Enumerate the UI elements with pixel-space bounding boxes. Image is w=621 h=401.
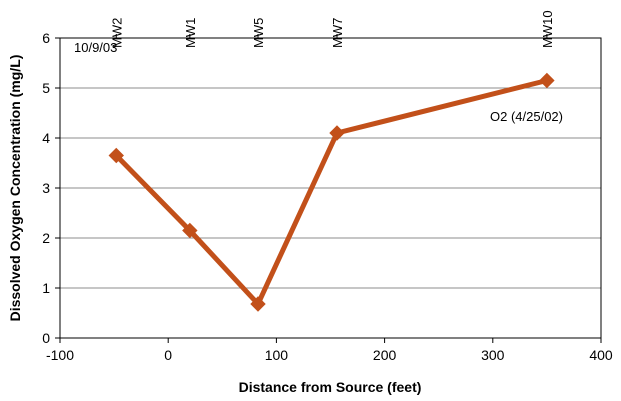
y-tick-label: 0 (42, 330, 50, 346)
y-axis-ticks: 0 1 2 3 4 5 6 (42, 30, 60, 346)
y-tick-label: 3 (42, 180, 50, 196)
series-layer (108, 72, 555, 312)
y-tick-label: 4 (42, 130, 50, 146)
well-label-mw5: MW5 (251, 18, 266, 48)
x-tick-label: -100 (46, 347, 74, 363)
well-label-mw1: MW1 (183, 18, 198, 48)
series-annotation: O2 (4/25/02) (490, 109, 563, 124)
y-axis-title: Dissolved Oxygen Concentration (mg/L) (7, 55, 23, 322)
x-tick-label: 200 (373, 347, 397, 363)
data-point-marker (329, 125, 345, 141)
x-tick-label: 400 (589, 347, 613, 363)
x-tick-label: 100 (265, 347, 289, 363)
data-point-marker (539, 72, 555, 89)
x-tick-label: 300 (481, 347, 505, 363)
data-point-marker (108, 147, 124, 164)
well-label-mw7: MW7 (330, 18, 345, 48)
well-label-mw2: MW2 (109, 18, 124, 48)
y-tick-label: 2 (42, 230, 50, 246)
series-line (113, 78, 550, 307)
data-point-marker (182, 222, 198, 239)
date-annotation: 10/9/03 (74, 40, 117, 55)
x-axis-title: Distance from Source (feet) (239, 379, 422, 395)
x-axis-ticks: -100 0 100 200 300 400 (46, 338, 613, 363)
well-label-mw10: MW10 (540, 10, 555, 48)
data-point-marker (250, 296, 266, 312)
y-tick-label: 6 (42, 30, 50, 46)
x-tick-label: 0 (164, 347, 172, 363)
well-labels: MW2 MW1 MW5 MW7 MW10 (109, 10, 555, 48)
y-tick-label: 1 (42, 280, 50, 296)
y-tick-label: 5 (42, 80, 50, 96)
